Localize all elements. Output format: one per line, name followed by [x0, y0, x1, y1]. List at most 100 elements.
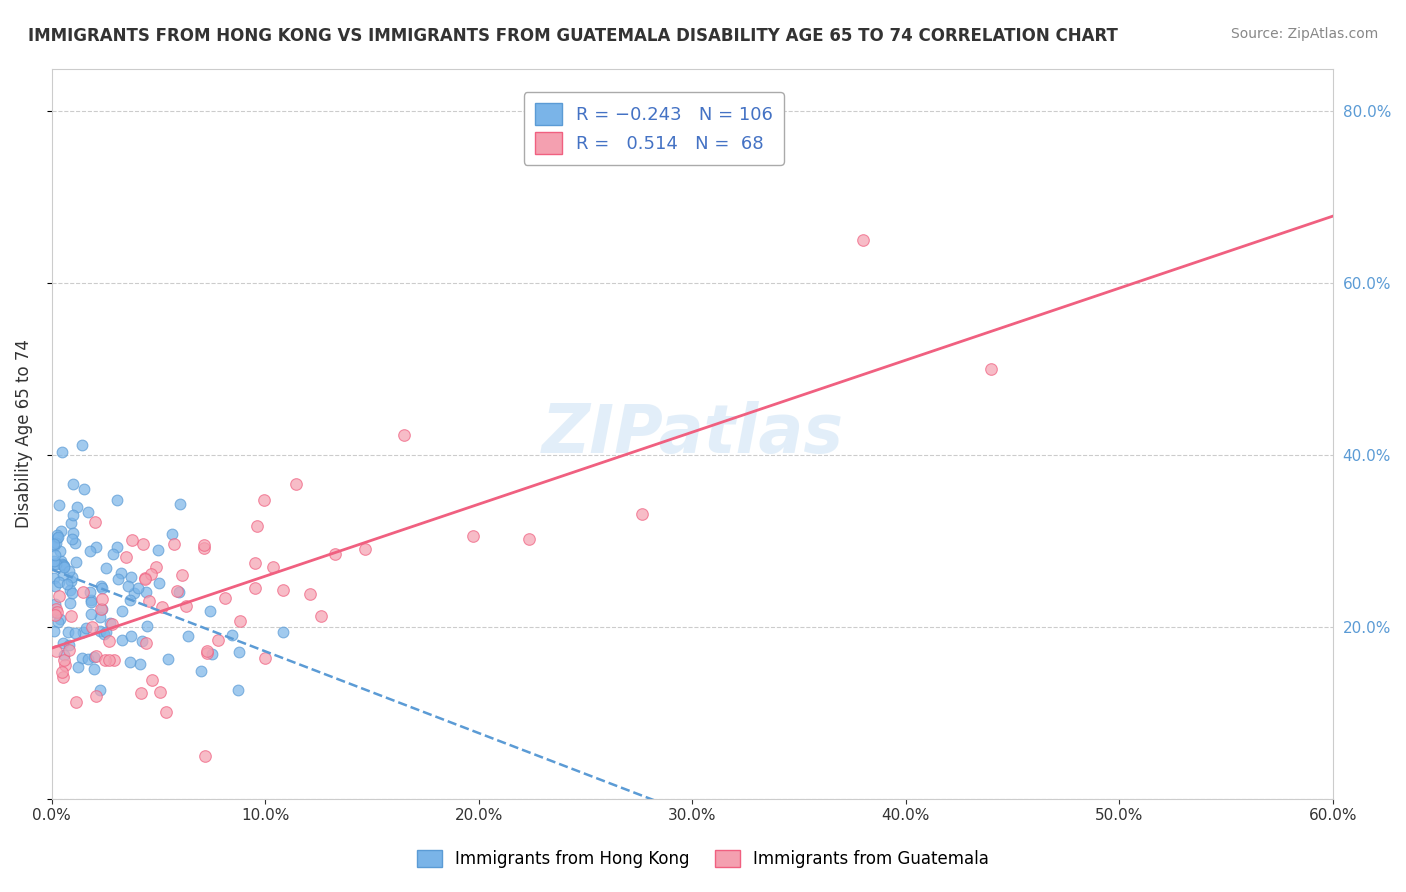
- Point: [79, 543, 101, 558]
- Point: [103, 548, 125, 562]
- Point: [60, 533, 83, 547]
- Point: [51, 665, 73, 679]
- Point: [852, 233, 875, 247]
- Point: [120, 569, 142, 583]
- Point: [90, 582, 112, 596]
- Point: [135, 585, 157, 599]
- Point: [201, 647, 224, 661]
- Point: [160, 527, 183, 541]
- Point: [45, 536, 67, 550]
- Point: [65, 695, 87, 709]
- Point: [62, 477, 84, 491]
- Point: [284, 477, 307, 491]
- Point: [42, 554, 65, 568]
- Point: [163, 537, 186, 551]
- Point: [80, 593, 103, 607]
- Point: [66, 500, 89, 515]
- Point: [141, 673, 163, 687]
- Point: [170, 568, 193, 582]
- Point: [245, 556, 267, 570]
- Point: [134, 573, 156, 587]
- Point: [195, 646, 218, 660]
- Text: IMMIGRANTS FROM HONG KONG VS IMMIGRANTS FROM GUATEMALA DISABILITY AGE 65 TO 74 C: IMMIGRANTS FROM HONG KONG VS IMMIGRANTS …: [28, 27, 1118, 45]
- Point: [65, 626, 87, 640]
- Point: [111, 632, 134, 647]
- Point: [82, 620, 104, 634]
- Legend: Immigrants from Hong Kong, Immigrants from Guatemala: Immigrants from Hong Kong, Immigrants fr…: [411, 843, 995, 875]
- Point: [221, 628, 243, 642]
- Text: Source: ZipAtlas.com: Source: ZipAtlas.com: [1230, 27, 1378, 41]
- Point: [58, 564, 80, 578]
- Point: [72, 625, 94, 640]
- Point: [631, 507, 654, 521]
- Point: [49, 544, 72, 558]
- Point: [89, 624, 111, 639]
- Point: [65, 535, 87, 549]
- Point: [980, 362, 1002, 376]
- Point: [46, 615, 69, 629]
- Point: [53, 648, 76, 662]
- Point: [72, 584, 94, 599]
- Point: [48, 499, 70, 513]
- Point: [94, 561, 117, 575]
- Point: [93, 653, 115, 667]
- Point: [132, 537, 155, 551]
- Point: [136, 619, 159, 633]
- Point: [146, 542, 169, 557]
- Point: [90, 591, 112, 606]
- Point: [84, 689, 107, 703]
- Point: [75, 622, 97, 636]
- Point: [62, 508, 84, 522]
- Point: [90, 602, 112, 616]
- Point: [129, 686, 152, 700]
- Point: [200, 604, 222, 618]
- Point: [60, 574, 83, 589]
- Point: [226, 683, 249, 698]
- Point: [80, 607, 103, 621]
- Point: [122, 586, 145, 600]
- Point: [517, 532, 540, 546]
- Point: [107, 540, 129, 554]
- Point: [59, 596, 82, 610]
- Point: [193, 537, 215, 551]
- Point: [166, 583, 188, 598]
- Point: [195, 644, 218, 658]
- Point: [80, 595, 103, 609]
- Point: [52, 558, 75, 573]
- Point: [461, 529, 484, 543]
- Point: [190, 664, 212, 678]
- Point: [44, 579, 66, 593]
- Point: [131, 634, 153, 648]
- Point: [42, 539, 65, 553]
- Point: [59, 582, 82, 597]
- Point: [58, 643, 80, 657]
- Point: [60, 586, 83, 600]
- Text: ZIPatlas: ZIPatlas: [541, 401, 844, 467]
- Point: [141, 567, 163, 582]
- Point: [52, 670, 75, 684]
- Point: [44, 558, 66, 572]
- Point: [48, 574, 70, 589]
- Point: [89, 682, 111, 697]
- Point: [94, 624, 117, 639]
- Point: [45, 606, 67, 620]
- Point: [51, 558, 73, 573]
- Point: [42, 605, 65, 619]
- Point: [229, 615, 252, 629]
- Point: [354, 542, 377, 557]
- Point: [214, 591, 236, 606]
- Point: [90, 579, 112, 593]
- Point: [44, 607, 66, 622]
- Point: [228, 645, 250, 659]
- Point: [65, 555, 87, 569]
- Point: [83, 649, 105, 664]
- Point: [169, 497, 191, 511]
- Point: [271, 625, 294, 640]
- Point: [110, 603, 132, 617]
- Point: [177, 629, 200, 643]
- Point: [155, 706, 177, 720]
- Point: [392, 428, 415, 442]
- Point: [42, 537, 65, 551]
- Point: [48, 589, 70, 603]
- Point: [84, 515, 107, 529]
